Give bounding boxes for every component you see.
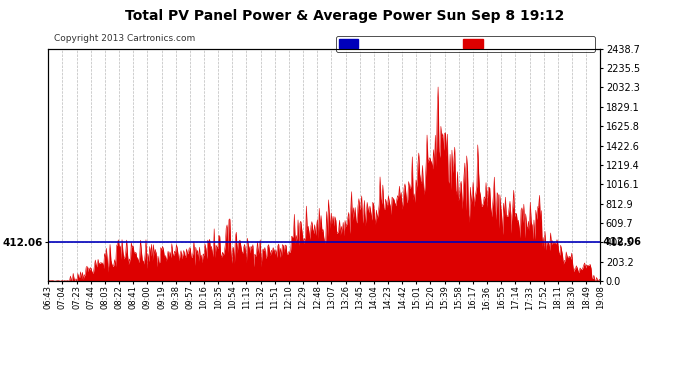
Text: Copyright 2013 Cartronics.com: Copyright 2013 Cartronics.com xyxy=(54,34,195,43)
Legend: Average  (DC Watts), PV Panels  (DC Watts): Average (DC Watts), PV Panels (DC Watts) xyxy=(336,36,595,52)
Text: Total PV Panel Power & Average Power Sun Sep 8 19:12: Total PV Panel Power & Average Power Sun… xyxy=(126,9,564,23)
Text: 412.06: 412.06 xyxy=(600,237,641,247)
